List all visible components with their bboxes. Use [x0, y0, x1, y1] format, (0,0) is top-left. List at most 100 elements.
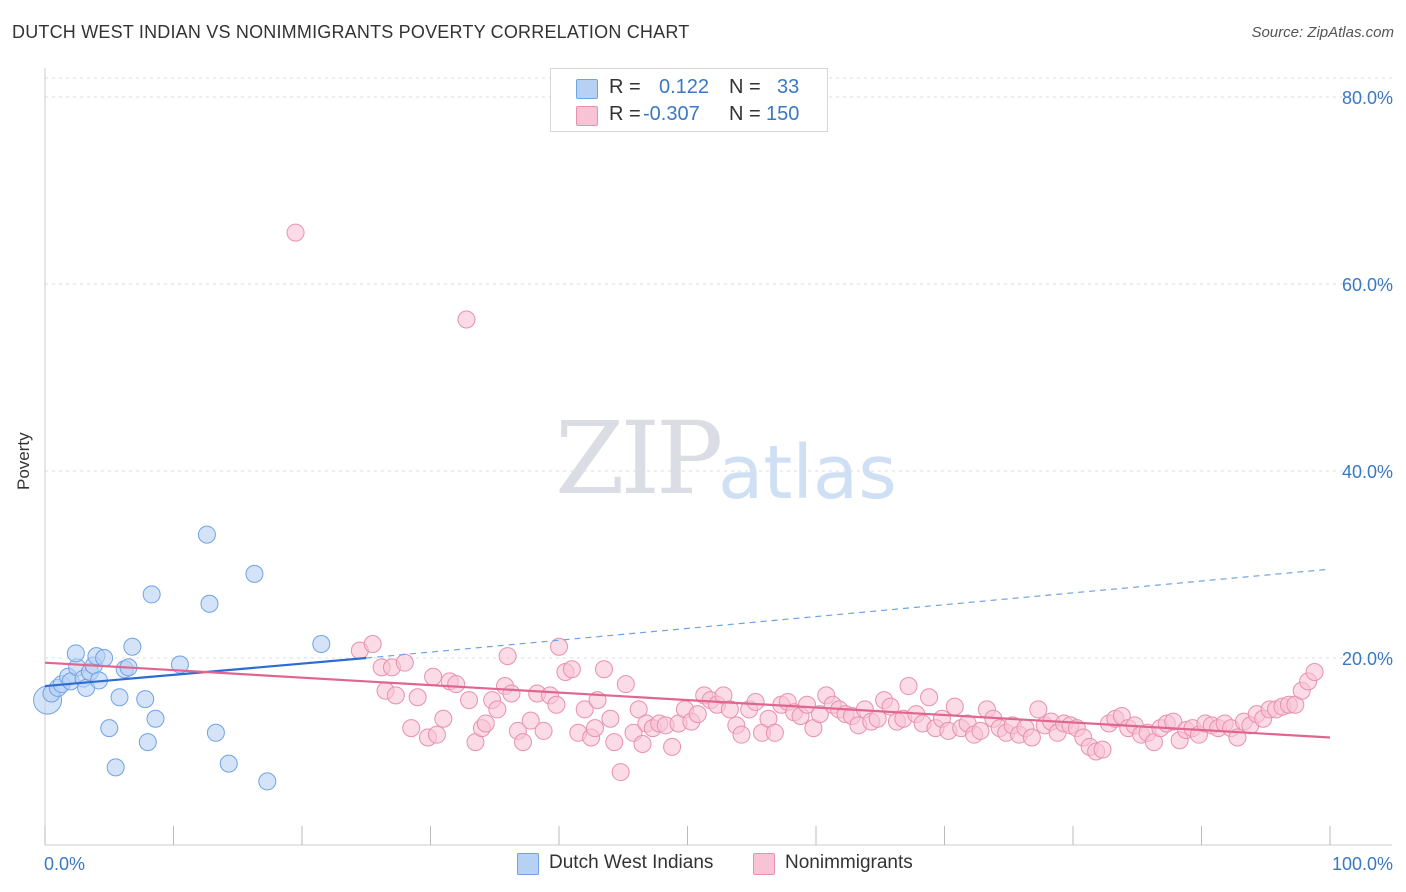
point-dutch-west-indians [200, 594, 219, 613]
y-tick-label: 60.0% [1342, 275, 1393, 295]
stats-swatch-pink [576, 106, 598, 126]
y-tick-label: 40.0% [1342, 462, 1393, 482]
point-nonimmigrants [585, 719, 604, 738]
point-nonimmigrants [488, 700, 507, 719]
legend-label: Dutch West Indians [549, 852, 714, 873]
y-axis-label: Poverty [14, 432, 33, 490]
point-dutch-west-indians [95, 649, 114, 667]
legend-swatch-blue [517, 853, 539, 875]
r-label: R = [609, 76, 641, 98]
trend-lines [44, 568, 1331, 739]
point-nonimmigrants [798, 695, 817, 714]
point-nonimmigrants [629, 700, 648, 719]
point-nonimmigrants [1022, 728, 1041, 747]
point-nonimmigrants [765, 723, 784, 742]
point-nonimmigrants [663, 737, 682, 756]
stats-row-dutch-west-indians: R = 0.122 N = 33 [551, 75, 827, 101]
point-dutch-west-indians [110, 688, 129, 707]
point-nonimmigrants [402, 719, 421, 738]
point-nonimmigrants [594, 660, 613, 679]
point-nonimmigrants [868, 709, 887, 728]
point-nonimmigrants [562, 660, 581, 679]
correlation-stats-box: R = 0.122 N = 33 R = -0.307 N = 150 [550, 68, 828, 132]
n-value: 33 [777, 76, 800, 98]
point-nonimmigrants [616, 675, 635, 694]
point-nonimmigrants [688, 705, 707, 724]
r-value: 0.122 [659, 76, 710, 98]
stats-swatch-blue [576, 79, 598, 99]
point-nonimmigrants [899, 677, 918, 696]
tick-labels: 20.0% 40.0% 60.0% 80.0% 0.0% 100.0% [44, 88, 1393, 874]
point-nonimmigrants [601, 709, 620, 728]
point-dutch-west-indians [258, 772, 277, 791]
y-tick-label: 20.0% [1342, 649, 1393, 669]
chart-title: DUTCH WEST INDIAN VS NONIMMIGRANTS POVER… [12, 22, 690, 42]
point-nonimmigrants [720, 700, 739, 719]
axes [44, 68, 1392, 846]
point-nonimmigrants [386, 686, 405, 705]
point-dutch-west-indians [66, 644, 85, 663]
watermark-atlas: atlas [718, 430, 897, 516]
r-value: -0.307 [643, 103, 700, 125]
legend: Dutch West Indians Nonimmigrants [0, 852, 1406, 878]
point-dutch-west-indians [146, 709, 165, 728]
point-nonimmigrants [1029, 700, 1048, 719]
n-value: 150 [766, 103, 800, 125]
point-nonimmigrants [1305, 663, 1324, 682]
source-label: Source: ZipAtlas.com [1251, 24, 1394, 41]
point-dutch-west-indians [245, 564, 264, 583]
point-nonimmigrants [460, 691, 479, 710]
point-dutch-west-indians [197, 525, 216, 544]
trend-line-nonimmigrants [44, 661, 1331, 739]
point-dutch-west-indians [206, 723, 225, 742]
point-nonimmigrants [605, 733, 624, 752]
point-nonimmigrants [424, 667, 443, 686]
trend-line-dutch-west-indians-extension [366, 568, 1331, 659]
point-nonimmigrants [746, 692, 765, 711]
point-nonimmigrants [550, 637, 568, 656]
point-nonimmigrants [395, 653, 414, 672]
point-nonimmigrants [434, 709, 453, 728]
point-nonimmigrants [514, 733, 533, 752]
stats-row-nonimmigrants: R = -0.307 N = 150 [551, 102, 827, 128]
point-nonimmigrants [521, 711, 540, 730]
point-dutch-west-indians [106, 758, 125, 777]
point-nonimmigrants [611, 763, 630, 782]
point-dutch-west-indians [123, 637, 142, 656]
point-nonimmigrants [971, 721, 990, 740]
point-nonimmigrants [920, 688, 939, 707]
point-nonimmigrants [502, 684, 521, 703]
r-label: R = [609, 103, 641, 125]
point-nonimmigrants [408, 688, 427, 707]
point-nonimmigrants [457, 310, 476, 329]
point-dutch-west-indians [138, 733, 157, 752]
point-nonimmigrants [575, 700, 594, 719]
n-label: N = [729, 103, 761, 125]
point-nonimmigrants [498, 647, 517, 666]
point-dutch-west-indians [100, 719, 119, 738]
watermark-zip: ZIP [555, 400, 723, 517]
point-nonimmigrants [547, 695, 566, 714]
point-nonimmigrants [732, 725, 751, 744]
legend-swatch-pink [753, 853, 775, 875]
point-nonimmigrants [447, 675, 466, 694]
point-nonimmigrants [945, 697, 964, 716]
point-dutch-west-indians [136, 690, 155, 709]
n-label: N = [729, 76, 761, 98]
x-tick-label: 100.0% [1332, 854, 1393, 874]
data-points [33, 223, 1324, 791]
point-nonimmigrants [363, 634, 382, 653]
point-nonimmigrants [810, 705, 829, 724]
point-dutch-west-indians [142, 585, 161, 604]
legend-label: Nonimmigrants [785, 852, 913, 873]
y-tick-label: 80.0% [1342, 88, 1393, 108]
point-dutch-west-indians [170, 655, 189, 674]
point-nonimmigrants [476, 714, 495, 733]
point-nonimmigrants [633, 735, 652, 754]
point-dutch-west-indians [219, 754, 238, 773]
point-nonimmigrants [427, 725, 446, 744]
point-nonimmigrants [534, 721, 553, 740]
point-nonimmigrants [1093, 740, 1112, 759]
point-dutch-west-indians [312, 634, 331, 653]
